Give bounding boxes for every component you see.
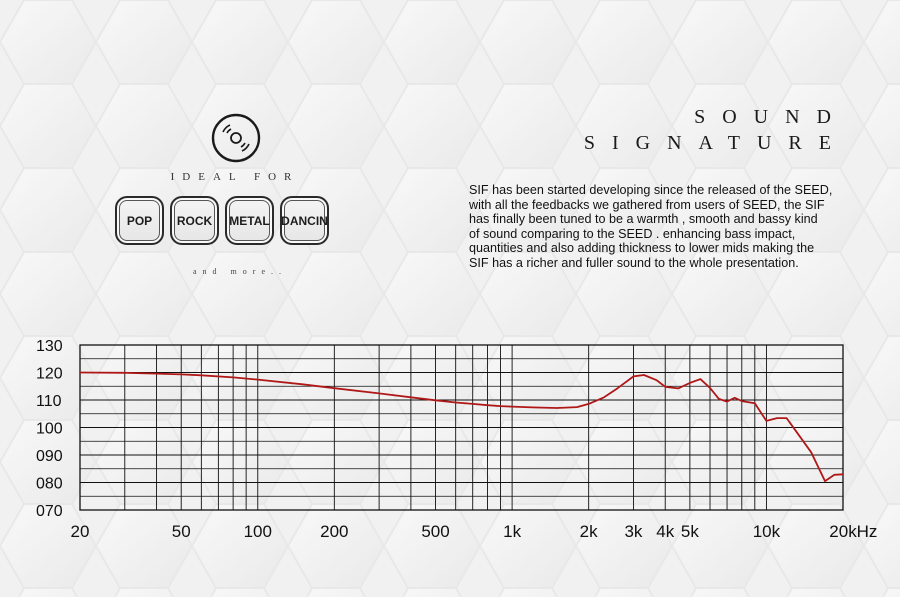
vinyl-disc-icon	[211, 113, 261, 163]
x-tick-label: 100	[244, 522, 272, 541]
description-line: has finally been tuned to be a warmth , …	[469, 212, 818, 226]
x-tick-label: 4k	[656, 522, 674, 541]
y-tick-label: 120	[36, 366, 63, 383]
x-tick-label: 500	[421, 522, 449, 541]
plot-frame	[79, 344, 844, 511]
genre-tag-rock[interactable]: ROCK	[170, 196, 219, 245]
description-line: SIF has a richer and fuller sound to the…	[469, 255, 799, 270]
and-more-label: and more..	[193, 267, 287, 276]
description-line: of sound comparing to the SEED . enhanci…	[469, 226, 796, 241]
x-tick-label: 50	[172, 522, 191, 541]
x-tick-label: 5k	[681, 522, 699, 541]
x-tick-label: 20k	[829, 522, 857, 541]
x-tick-label: 3k	[624, 522, 642, 541]
y-tick-label: 080	[36, 476, 63, 493]
genre-tag-pop[interactable]: POP	[115, 196, 164, 245]
y-tick-label: 070	[36, 503, 63, 520]
sound-signature-title-line1: SOUND	[694, 106, 848, 128]
description-line: with all the feedbacks we gathered from …	[469, 197, 825, 212]
y-tick-label: 090	[36, 448, 63, 465]
x-tick-label: 200	[320, 522, 348, 541]
y-tick-label: 130	[36, 338, 63, 355]
x-tick-label: 20	[71, 522, 90, 541]
frequency-response-curve	[79, 371, 844, 482]
sound-signature-title-line2: SIGNATURE	[583, 132, 848, 154]
description-line: SIF has been started developing since th…	[469, 183, 833, 197]
description-line: quantities and also adding thickness to …	[469, 241, 815, 255]
description-text: SIF has been started developing since th…	[469, 183, 859, 270]
genre-tag-metal[interactable]: METAL	[225, 196, 274, 245]
frequency-response-chart: 130 120 110 100 090 080 070 20 50 100 200 500 1k 2k 3k…	[36, 338, 878, 541]
genre-tag-dancin[interactable]: DANCIN	[280, 196, 329, 245]
genre-tags: POP ROCK METAL DANCIN	[115, 196, 329, 245]
ideal-for-label: IDEAL FOR	[170, 171, 300, 183]
y-tick-label: 100	[36, 421, 63, 438]
x-tick-label: 2k	[580, 522, 598, 541]
x-tick-label: 1k	[503, 522, 521, 541]
x-axis-unit-label: Hz	[857, 522, 878, 541]
x-tick-label: 10k	[753, 522, 781, 541]
y-tick-label: 110	[36, 393, 62, 410]
